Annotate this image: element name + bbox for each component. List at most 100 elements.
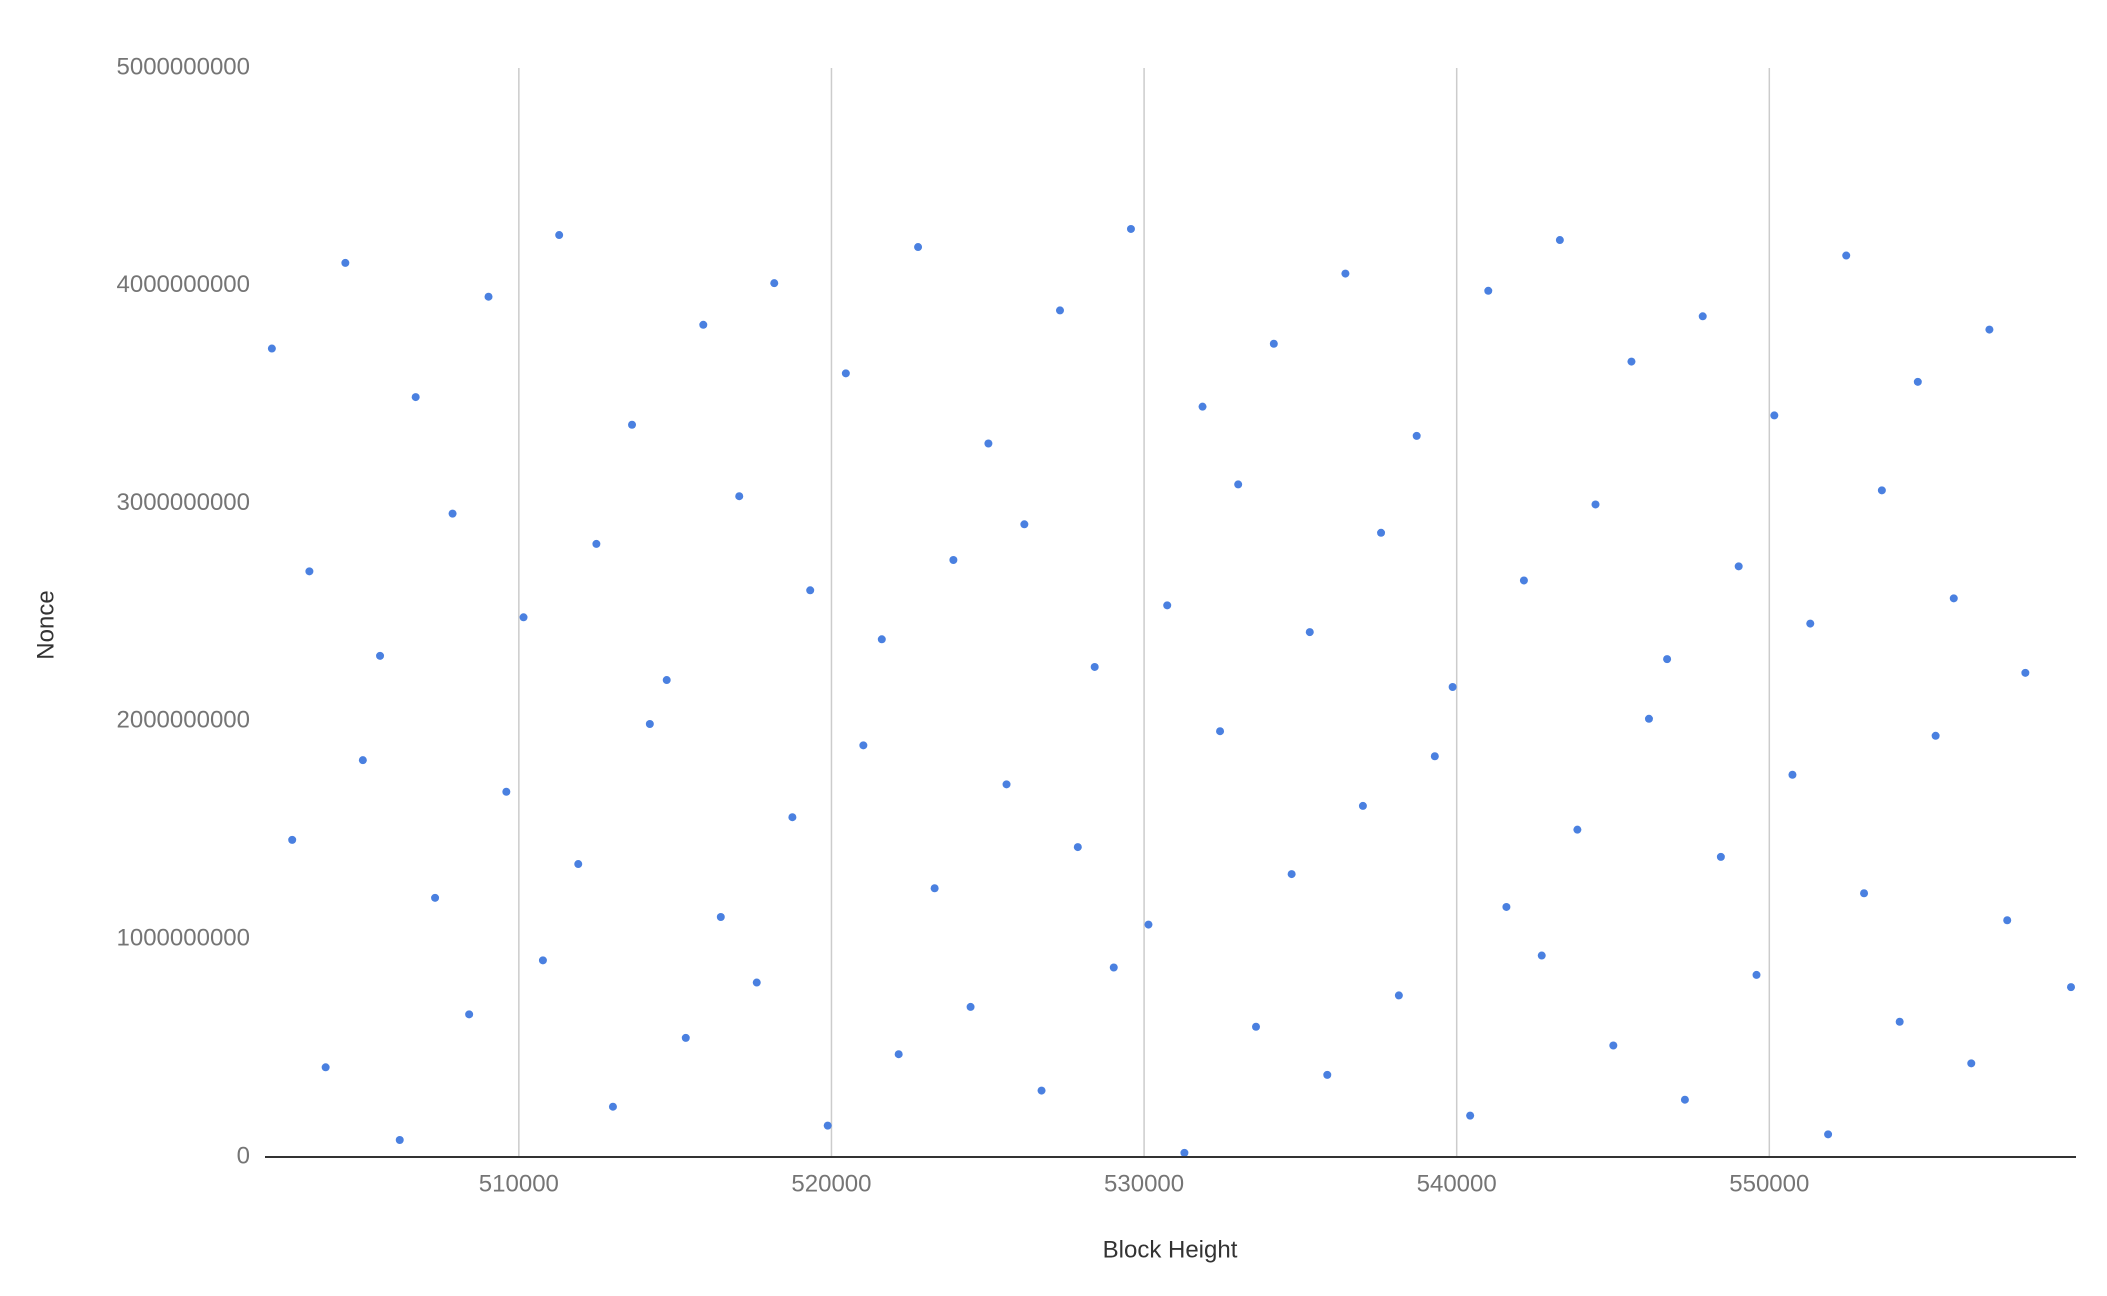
point — [1949, 594, 1958, 603]
point — [1430, 752, 1439, 761]
point — [841, 369, 850, 378]
point — [628, 420, 637, 429]
point — [1913, 377, 1922, 386]
point — [1358, 801, 1367, 810]
point — [823, 1121, 832, 1130]
x-tick-label: 510000 — [479, 1170, 559, 1197]
point — [1020, 520, 1029, 529]
y-tick-label: 3000000000 — [117, 489, 250, 516]
point — [914, 243, 923, 252]
point — [2021, 668, 2030, 677]
x-axis-title: Block Height — [1103, 1236, 1238, 1263]
point — [859, 741, 868, 750]
point — [1305, 628, 1314, 637]
point — [1126, 224, 1135, 233]
point — [592, 539, 601, 548]
point — [699, 320, 708, 329]
point — [1555, 236, 1564, 245]
point — [1716, 852, 1725, 861]
point — [1073, 843, 1082, 852]
point — [321, 1063, 330, 1072]
point — [1287, 870, 1296, 879]
point — [1734, 562, 1743, 571]
y-tick-label: 4000000000 — [117, 271, 250, 298]
point — [1163, 601, 1172, 610]
point — [448, 509, 457, 518]
y-axis-title: Nonce — [32, 590, 59, 659]
point — [1788, 770, 1797, 779]
point — [716, 912, 725, 921]
point — [1394, 991, 1403, 1000]
point — [1519, 576, 1528, 585]
point — [1502, 902, 1511, 911]
point — [1055, 306, 1064, 315]
point — [1609, 1041, 1618, 1050]
point — [984, 439, 993, 448]
point — [431, 893, 440, 902]
point — [267, 344, 276, 353]
point — [1216, 727, 1225, 736]
point — [645, 720, 654, 729]
point — [1806, 619, 1815, 628]
point — [1591, 500, 1600, 509]
point — [1770, 411, 1779, 420]
point — [1090, 662, 1099, 671]
point — [1824, 1130, 1833, 1139]
point — [949, 556, 958, 565]
point — [555, 231, 564, 240]
point — [1484, 286, 1493, 295]
point — [930, 884, 939, 893]
point — [1198, 402, 1207, 411]
point — [770, 279, 779, 288]
point — [2066, 983, 2075, 992]
x-tick-label: 520000 — [791, 1170, 871, 1197]
point — [1860, 889, 1869, 898]
x-tick-label: 540000 — [1417, 1170, 1497, 1197]
point — [1663, 655, 1672, 664]
point — [806, 586, 815, 595]
point — [1644, 714, 1653, 723]
x-tick-label: 550000 — [1729, 1170, 1809, 1197]
y-tick-label: 0 — [237, 1142, 250, 1169]
y-tick-label: 2000000000 — [117, 707, 250, 734]
point — [877, 635, 886, 644]
point — [484, 292, 493, 301]
point — [288, 835, 297, 844]
point — [1877, 486, 1886, 495]
point — [1627, 357, 1636, 366]
point — [752, 978, 761, 987]
point — [662, 676, 671, 685]
point — [519, 613, 528, 622]
x-tick-label: 530000 — [1104, 1170, 1184, 1197]
point — [1931, 731, 1940, 740]
point — [1698, 312, 1707, 321]
point — [1680, 1095, 1689, 1104]
point — [2003, 916, 2012, 925]
point — [1537, 951, 1546, 960]
point — [341, 258, 350, 267]
point — [376, 651, 385, 660]
point — [1109, 963, 1118, 972]
point — [1269, 339, 1278, 348]
point — [966, 1002, 975, 1011]
point — [1448, 682, 1457, 691]
point — [538, 956, 547, 965]
point — [788, 813, 797, 822]
point — [1895, 1017, 1904, 1026]
point — [1252, 1022, 1261, 1031]
point — [1002, 780, 1011, 789]
point — [1323, 1070, 1332, 1079]
point — [411, 393, 420, 402]
point — [358, 756, 367, 765]
point — [894, 1050, 903, 1059]
point — [608, 1102, 617, 1111]
point — [1377, 528, 1386, 537]
point — [395, 1136, 404, 1145]
point — [1842, 251, 1851, 260]
point — [735, 492, 744, 501]
point — [681, 1033, 690, 1042]
point — [1573, 825, 1582, 834]
point — [465, 1010, 474, 1019]
point — [1412, 431, 1421, 440]
